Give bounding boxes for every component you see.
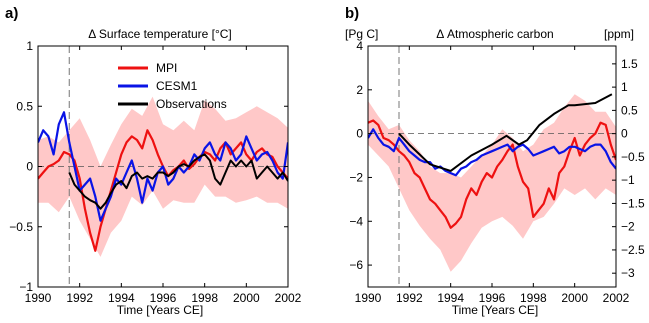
panel-a-series-observations xyxy=(68,153,288,210)
panel-b-y-axis-title: [Pg C] xyxy=(345,27,378,41)
panel-b-x-tick-label: 2000 xyxy=(561,291,588,305)
panel-b-y-tick-label: −6 xyxy=(349,258,363,272)
panel-a-x-tick-label: 2000 xyxy=(233,291,260,305)
panel-a-y-tick-label: −1 xyxy=(19,280,33,294)
panel-b-letter: b) xyxy=(345,5,359,22)
panel-b-y-tick-label: 4 xyxy=(356,39,363,53)
panel-a: a) Δ Surface temperature [°C] 1990 1992 19… xyxy=(5,5,302,317)
panel-b-x-tick-label: 1994 xyxy=(437,291,464,305)
panel-a-x-tick-label: 1994 xyxy=(108,291,135,305)
panel-b-x-tick-label: 1990 xyxy=(355,291,382,305)
panel-a-letter: a) xyxy=(5,5,18,22)
panel-b-y2-axis-title: [ppm] xyxy=(604,27,634,41)
panel-b-y2-tick-label: 1 xyxy=(621,80,628,94)
panel-b-y-tick-label: −4 xyxy=(349,214,363,228)
panel-a-title: Δ Surface temperature [°C] xyxy=(88,27,232,41)
panel-b-y-tick-label: −2 xyxy=(349,170,363,184)
panel-b: b) Δ Atmospheric carbon [Pg C] [ppm] 199… xyxy=(345,5,645,317)
panel-a-x-tick-label: 1992 xyxy=(66,291,93,305)
panel-a-x-tick-label: 1996 xyxy=(150,291,177,305)
panel-a-legend-label: Observations xyxy=(156,97,227,111)
panel-a-x-tick-label: 1990 xyxy=(25,291,52,305)
panel-b-y2-tick-label: −0.5 xyxy=(621,150,645,164)
panel-b-y2-tick-label: −3 xyxy=(621,266,635,280)
panel-a-x-tick-label: 2002 xyxy=(275,291,302,305)
panel-b-series-observations xyxy=(398,93,613,172)
panel-b-y2-tick-label: −1.5 xyxy=(621,196,645,210)
panel-b-plot-area: 1990 1992 1994 1996 1998 2000 2002 −6 −4 −2 0 2 4 1.5… xyxy=(349,39,645,305)
panel-b-y2-tick-label: −2.5 xyxy=(621,243,645,257)
panel-b-series-mpi xyxy=(368,119,616,229)
panel-b-x-tick-label: 1998 xyxy=(520,291,547,305)
panel-a-y-tick-label: 0.5 xyxy=(16,99,33,113)
panel-b-y2-tick-label: −1 xyxy=(621,173,635,187)
panel-b-series-cesm1 xyxy=(368,128,616,177)
panel-a-spread-band xyxy=(38,96,288,257)
panel-a-legend-label: CESM1 xyxy=(156,79,198,93)
panel-b-y2-tick-label: 0.5 xyxy=(621,103,638,117)
panel-a-y-tick-label: 0 xyxy=(26,160,33,174)
panel-b-x-tick-label: 1992 xyxy=(396,291,423,305)
panel-b-x-tick-label: 1996 xyxy=(479,291,506,305)
panel-b-x-tick-label: 2002 xyxy=(603,291,630,305)
panel-b-y-tick-label: 0 xyxy=(356,127,363,141)
panel-a-y-tick-label: 1 xyxy=(26,39,33,53)
panel-b-y2-tick-label: 1.5 xyxy=(621,57,638,71)
panel-b-spread-band xyxy=(368,94,616,272)
panel-a-legend-label: MPI xyxy=(156,61,177,75)
panel-b-x-axis-title: Time [Years CE] xyxy=(452,303,538,317)
panel-a-plot-area: 1990 1992 1994 1996 1998 2000 2002 −1 −0.5 0 0.5 1 M… xyxy=(9,39,301,305)
panel-b-y2-tick-label: −2 xyxy=(621,220,635,234)
panel-b-y2-tick-label: 0 xyxy=(621,127,628,141)
panel-b-title: Δ Atmospheric carbon xyxy=(436,27,553,41)
panel-a-legend: MPI CESM1 Observations xyxy=(118,61,227,111)
panel-a-x-tick-label: 1998 xyxy=(191,291,218,305)
panel-a-y-tick-label: −0.5 xyxy=(9,220,33,234)
panel-a-x-axis-title: Time [Years CE] xyxy=(117,303,203,317)
panel-b-y-tick-label: 2 xyxy=(356,83,363,97)
